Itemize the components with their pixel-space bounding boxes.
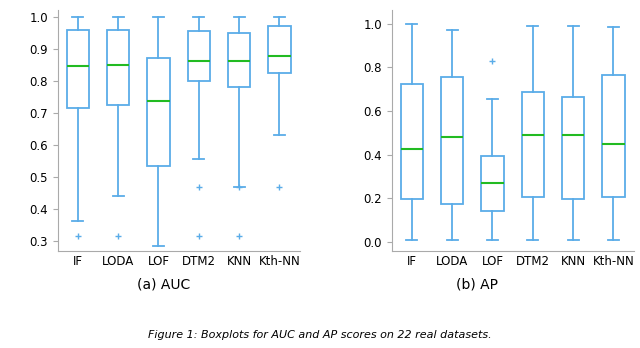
PathPatch shape — [441, 77, 463, 204]
PathPatch shape — [602, 75, 625, 197]
PathPatch shape — [67, 30, 89, 108]
Text: (a) AUC: (a) AUC — [136, 278, 190, 292]
Text: Figure 1: Boxplots for AUC and AP scores on 22 real datasets.: Figure 1: Boxplots for AUC and AP scores… — [148, 330, 492, 340]
PathPatch shape — [147, 58, 170, 166]
PathPatch shape — [522, 92, 544, 197]
PathPatch shape — [401, 84, 423, 199]
PathPatch shape — [228, 33, 250, 87]
PathPatch shape — [188, 31, 210, 81]
PathPatch shape — [107, 30, 129, 105]
Text: (b) AP: (b) AP — [456, 278, 498, 292]
PathPatch shape — [481, 156, 504, 211]
PathPatch shape — [268, 26, 291, 73]
PathPatch shape — [562, 97, 584, 199]
